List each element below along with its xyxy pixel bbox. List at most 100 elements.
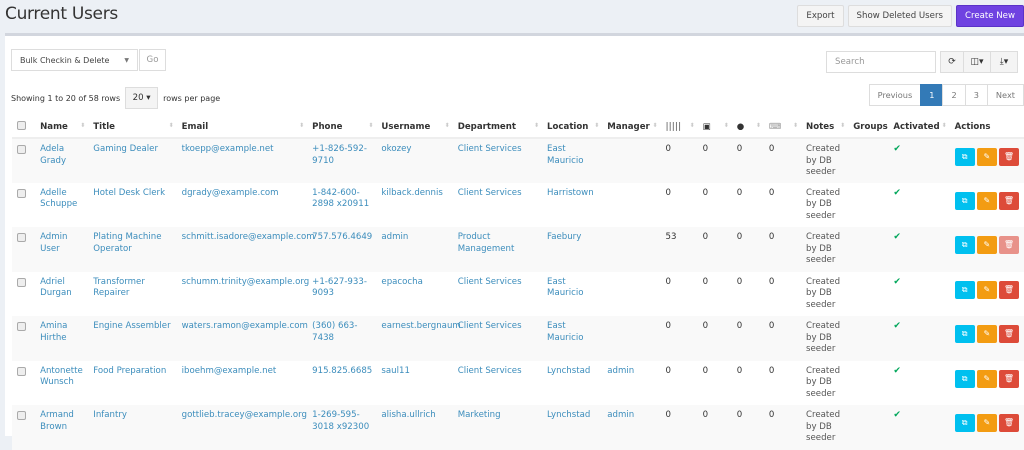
column-header-email[interactable]: Email ⬍ — [176, 116, 308, 139]
delete-button[interactable]: 🗑 — [998, 325, 1020, 343]
manager-link[interactable] — [602, 227, 661, 272]
column-header-username[interactable]: Username ⬍ — [376, 116, 453, 139]
manager-link[interactable] — [602, 316, 661, 361]
row-checkbox[interactable] — [17, 277, 26, 287]
department-link[interactable]: Client Services — [452, 138, 543, 183]
location-link[interactable]: Lynchstad — [542, 405, 603, 450]
user-name-link[interactable]: Adriel Durgan — [40, 276, 72, 299]
delete-button[interactable]: 🗑 — [998, 369, 1020, 388]
email-link[interactable]: dgrady@example.com — [181, 187, 279, 198]
page-2-button[interactable]: 2 — [942, 84, 966, 106]
location-link[interactable]: East Mauricio — [542, 316, 603, 361]
title-link[interactable]: Hotel Desk Clerk — [93, 187, 166, 198]
user-name-link[interactable]: Amina Hirthe — [35, 316, 89, 361]
edit-button[interactable]: ✎ — [976, 280, 997, 299]
column-header-assets[interactable]: ||||| ⬍ — [660, 116, 698, 139]
clone-button[interactable]: ⧉ — [954, 325, 975, 343]
bulk-action-select[interactable]: Bulk Checkin & Delete ▼ — [11, 49, 138, 71]
manager-link[interactable]: admin — [607, 365, 635, 376]
phone-link[interactable]: 915.825.6685 — [312, 365, 373, 376]
user-name-link[interactable]: Adelle Schuppe — [40, 187, 78, 210]
username-link[interactable]: alisha.ullrich — [376, 405, 453, 450]
delete-button[interactable]: 🗑 — [998, 414, 1020, 432]
search-input[interactable]: Search — [826, 51, 936, 73]
title-link[interactable]: Transformer Repairer — [93, 276, 145, 299]
title-link[interactable]: Plating Machine Operator — [88, 227, 177, 272]
email-link[interactable]: iboehm@example.net — [181, 365, 277, 376]
location-link[interactable]: East Mauricio — [547, 276, 584, 299]
column-header-name[interactable]: Name ⬍ — [35, 116, 89, 139]
location-link[interactable]: East Mauricio — [542, 138, 603, 183]
user-name-link[interactable]: Adela Grady — [35, 138, 89, 183]
refresh-button[interactable]: ⟳ — [940, 51, 964, 73]
department-link[interactable]: Product Management — [452, 227, 543, 272]
delete-button[interactable]: 🗑 — [998, 191, 1020, 210]
manager-link[interactable]: admin — [602, 405, 661, 450]
manager-link[interactable] — [602, 183, 660, 228]
department-link[interactable]: Client Services — [452, 316, 543, 361]
column-header-consumables[interactable]: ● ⬍ — [731, 116, 764, 139]
department-link[interactable]: Client Services — [457, 276, 522, 287]
export-button[interactable]: Export — [797, 5, 844, 27]
username-link[interactable]: okozey — [376, 138, 453, 183]
column-header-manager[interactable]: Manager ⬍ — [602, 116, 661, 139]
select-all-checkbox[interactable] — [17, 121, 26, 130]
clone-button[interactable]: ⧉ — [954, 280, 975, 299]
title-link[interactable]: Infantry — [88, 405, 177, 450]
row-checkbox[interactable] — [17, 322, 26, 331]
edit-button[interactable]: ✎ — [976, 325, 997, 343]
title-link[interactable]: Food Preparation — [93, 365, 167, 376]
edit-button[interactable]: ✎ — [976, 236, 997, 254]
row-checkbox[interactable] — [17, 188, 26, 198]
clone-button[interactable]: ⧉ — [954, 191, 975, 210]
edit-button[interactable]: ✎ — [976, 414, 997, 432]
location-link[interactable]: Harristown — [547, 187, 594, 198]
column-header-phone[interactable]: Phone ⬍ — [307, 116, 377, 139]
delete-button[interactable]: 🗑 — [998, 280, 1020, 299]
export-dropdown-button[interactable]: ⤓▾ — [990, 51, 1018, 73]
title-link[interactable]: Engine Assembler — [88, 316, 177, 361]
email-link[interactable]: tkoepp@example.net — [176, 138, 308, 183]
phone-link[interactable]: (360) 663-7438 — [307, 316, 377, 361]
column-header-activated[interactable]: Activated ⬍ — [888, 116, 950, 139]
department-link[interactable]: Marketing — [452, 405, 543, 450]
clone-button[interactable]: ⧉ — [954, 369, 975, 388]
row-checkbox[interactable] — [17, 366, 26, 376]
edit-button[interactable]: ✎ — [976, 148, 997, 166]
username-link[interactable]: kilback.dennis — [381, 187, 443, 198]
department-link[interactable]: Client Services — [457, 365, 522, 376]
phone-link[interactable]: 1-269-595-3018 x92300 — [307, 405, 377, 450]
row-checkbox[interactable] — [17, 411, 26, 420]
location-link[interactable]: Faebury — [542, 227, 603, 272]
edit-button[interactable]: ✎ — [976, 191, 997, 210]
phone-link[interactable]: +1-826-592-9710 — [307, 138, 377, 183]
previous-page-button[interactable]: Previous — [868, 84, 922, 106]
column-header-location[interactable]: Location ⬍ — [542, 116, 603, 139]
row-checkbox[interactable] — [17, 233, 26, 242]
email-link[interactable]: schumm.trinity@example.org — [181, 276, 310, 287]
columns-button[interactable]: ◫▾ — [963, 51, 991, 73]
next-page-button[interactable]: Next — [986, 84, 1024, 106]
page-3-button[interactable]: 3 — [964, 84, 988, 106]
username-link[interactable]: saul11 — [381, 365, 410, 376]
user-name-link[interactable]: Antonette Wunsch — [40, 365, 83, 388]
show-deleted-users-button[interactable]: Show Deleted Users — [847, 5, 952, 27]
location-link[interactable]: Lynchstad — [547, 365, 591, 376]
user-name-link[interactable]: Armand Brown — [35, 405, 89, 450]
email-link[interactable]: gottlieb.tracey@example.org — [176, 405, 308, 450]
phone-link[interactable]: 1-842-600-2898 x20911 — [312, 187, 370, 210]
column-header-notes[interactable]: Notes ⬍ — [801, 116, 849, 139]
username-link[interactable]: admin — [376, 227, 453, 272]
clone-button[interactable]: ⧉ — [954, 236, 975, 254]
clone-button[interactable]: ⧉ — [954, 148, 975, 166]
department-link[interactable]: Client Services — [457, 187, 522, 198]
delete-button[interactable]: 🗑 — [998, 148, 1020, 166]
clone-button[interactable]: ⧉ — [954, 414, 975, 432]
phone-link[interactable]: 757.576.4649 — [307, 227, 377, 272]
user-name-link[interactable]: Admin User — [35, 227, 89, 272]
page-1-button[interactable]: 1 — [920, 84, 944, 106]
column-header-accessories[interactable]: ⌨ ⬍ — [763, 116, 802, 139]
create-new-button[interactable]: Create New — [955, 5, 1024, 27]
email-link[interactable]: waters.ramon@example.com — [176, 316, 308, 361]
username-link[interactable]: earnest.bergnaum — [376, 316, 461, 361]
